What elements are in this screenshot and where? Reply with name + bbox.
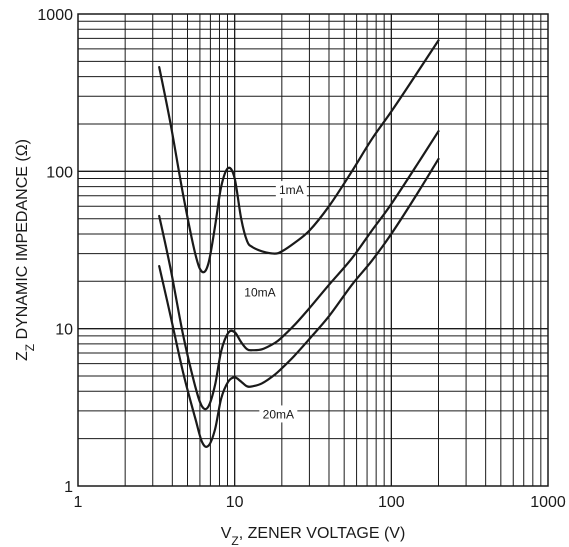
x-tick-label: 100 (378, 494, 405, 511)
series-line-10mA (158, 130, 440, 411)
x-tick-label: 10 (226, 494, 244, 511)
y-axis-title: ZZ DYNAMIC IMPEDANCE (Ω) (14, 139, 37, 361)
x-axis-title: VZ, ZENER VOLTAGE (V) (221, 525, 406, 547)
curve-label-1mA: 1mA (279, 183, 304, 197)
grid (78, 14, 548, 486)
curve-label-20mA: 20mA (263, 407, 294, 421)
x-tick-label: 1000 (530, 494, 566, 511)
curve-label-10mA: 10mA (244, 285, 275, 299)
curves (158, 39, 440, 448)
y-tick-label: 1000 (37, 7, 73, 24)
series-line-20mA (158, 157, 440, 448)
x-axis-title-subscript: Z (231, 534, 238, 547)
y-axis-title-subscript: Z (23, 344, 37, 351)
y-tick-label: 1 (64, 479, 73, 496)
x-axis-title-main: V (221, 525, 232, 542)
y-tick-label: 10 (55, 322, 73, 339)
curve-label-background (240, 283, 279, 301)
curve-labels: 1mA 10mA 20mA (240, 181, 307, 423)
curve-label-background (275, 181, 307, 199)
y-axis-title-rest: DYNAMIC IMPEDANCE (Ω) (14, 139, 31, 344)
curve-label-background (259, 405, 298, 423)
y-tick-label: 100 (46, 164, 73, 181)
y-axis-title-main: Z (14, 351, 31, 361)
tick-labels: 1 10 100 1000 1 10 100 1000 (37, 7, 565, 511)
series-line-1mA (158, 39, 440, 274)
x-tick-label: 1 (74, 494, 83, 511)
plot-frame (77, 13, 549, 487)
x-axis-title-rest: , ZENER VOLTAGE (V) (239, 525, 406, 542)
